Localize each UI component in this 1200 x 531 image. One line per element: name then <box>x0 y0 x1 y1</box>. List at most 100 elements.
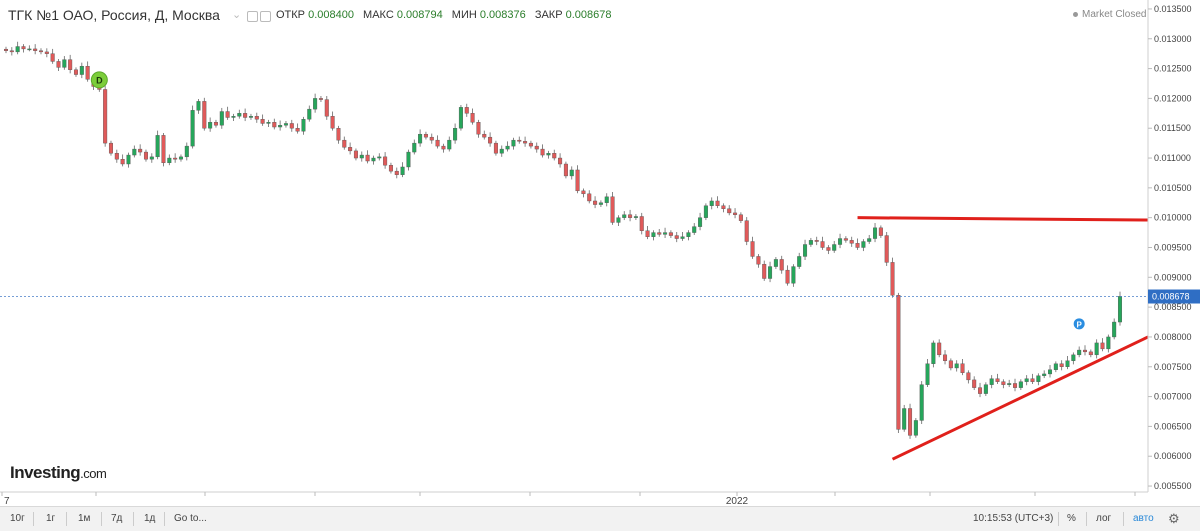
candle <box>663 227 668 238</box>
candle <box>318 96 323 102</box>
candle <box>890 257 895 298</box>
candle-body <box>62 59 67 68</box>
candle-body <box>721 205 726 209</box>
candle <box>458 104 463 131</box>
candle <box>750 236 755 259</box>
candle <box>978 382 983 398</box>
candle-body <box>937 342 942 356</box>
candle-body <box>161 135 166 164</box>
separator <box>1123 512 1124 526</box>
candle <box>843 236 848 243</box>
candle-body <box>1100 342 1105 350</box>
candle <box>873 223 878 243</box>
market-status: Market Closed <box>1073 9 1146 20</box>
auto-toggle[interactable]: авто <box>1133 513 1154 524</box>
y-tick-label: 0.006000 <box>1154 451 1192 461</box>
candle <box>1036 373 1041 386</box>
chart-header: ТГК №1 ОАО, Россия, Д, Москва ⌄ ОТКР 0.0… <box>0 0 1148 30</box>
candle <box>803 239 808 261</box>
candle-body <box>371 157 376 162</box>
candle-body <box>867 238 872 242</box>
candle <box>73 67 78 77</box>
y-tick-label: 0.009500 <box>1154 242 1192 252</box>
candle-body <box>1112 321 1117 338</box>
candle <box>645 226 650 240</box>
candle-body <box>843 238 848 241</box>
candle-body <box>1048 369 1053 375</box>
candle-body <box>680 236 685 239</box>
candle-body <box>902 408 907 430</box>
candle-body <box>283 123 288 126</box>
candle <box>173 153 178 163</box>
chevron-down-icon[interactable]: ⌄ <box>232 9 242 21</box>
candle <box>488 132 493 147</box>
percent-toggle[interactable]: % <box>1067 513 1076 524</box>
candle <box>651 230 656 241</box>
candle-body <box>441 145 446 150</box>
candle <box>733 208 738 219</box>
y-tick-label: 0.007000 <box>1154 392 1192 402</box>
candle <box>103 84 108 147</box>
candle-body <box>663 232 668 235</box>
candle <box>394 167 399 179</box>
candle <box>406 149 411 171</box>
candle-body <box>453 128 458 141</box>
candle-body <box>435 139 440 147</box>
logo-main: Investing <box>10 463 81 482</box>
toggle-icon[interactable] <box>260 11 271 22</box>
candle <box>1106 334 1111 353</box>
clock[interactable]: 10:15:53 (UTC+3) <box>973 511 1053 527</box>
candle-body <box>149 156 154 160</box>
investing-logo: Investing.com <box>10 463 107 483</box>
candle-body <box>1117 296 1123 323</box>
candle <box>470 108 475 125</box>
y-tick-label: 0.012000 <box>1154 93 1192 103</box>
goto-button[interactable]: Go to... <box>174 513 207 524</box>
candle-body <box>686 232 691 237</box>
candle <box>33 44 38 55</box>
timeframe-10y-button[interactable]: 10г <box>10 513 25 524</box>
candle <box>709 197 714 210</box>
log-toggle[interactable]: лог <box>1096 513 1112 524</box>
candle <box>604 193 609 207</box>
current-price-tag[interactable]: 0.008678 <box>1148 289 1200 304</box>
candle <box>27 45 32 52</box>
price-chart[interactable]: DP 0.0135000.0130000.0125000.0120000.011… <box>0 0 1200 506</box>
chart-toggle-icons[interactable] <box>247 9 273 27</box>
y-tick-label: 0.013000 <box>1154 34 1192 44</box>
candle <box>919 381 924 425</box>
low-label: МИН <box>451 9 477 21</box>
timeframe-7d-button[interactable]: 7д <box>111 513 123 524</box>
timeframe-1d-button[interactable]: 1д <box>144 513 156 524</box>
candle <box>388 162 393 174</box>
candle <box>348 142 353 155</box>
candle <box>884 231 889 266</box>
candle-body <box>552 153 557 159</box>
symbol-title[interactable]: ТГК №1 ОАО, Россия, Д, Москва <box>8 7 220 23</box>
candle <box>248 113 253 120</box>
gear-icon[interactable]: ⚙ <box>1168 511 1180 526</box>
timeframe-1y-button[interactable]: 1г <box>46 513 56 524</box>
candle <box>21 44 26 53</box>
candle-body <box>482 133 487 138</box>
candle-body <box>237 113 242 117</box>
toggle-icon[interactable] <box>247 11 258 22</box>
candle <box>995 373 1000 385</box>
candle-body <box>534 145 539 150</box>
candle <box>826 245 831 255</box>
candle <box>505 141 510 152</box>
market-status-text: Market Closed <box>1082 9 1147 20</box>
candle-body <box>254 116 259 120</box>
separator <box>66 512 67 526</box>
candle <box>762 260 767 281</box>
candle <box>692 223 697 235</box>
timeframe-1m-button[interactable]: 1м <box>78 513 91 524</box>
candle <box>50 48 55 64</box>
candle-body <box>762 263 767 279</box>
candle-body <box>79 65 84 75</box>
candle-body <box>1013 383 1018 388</box>
candle-body <box>791 266 796 284</box>
candle-body <box>132 148 137 156</box>
high-value: 0.008794 <box>396 9 443 21</box>
candle-body <box>546 153 551 156</box>
